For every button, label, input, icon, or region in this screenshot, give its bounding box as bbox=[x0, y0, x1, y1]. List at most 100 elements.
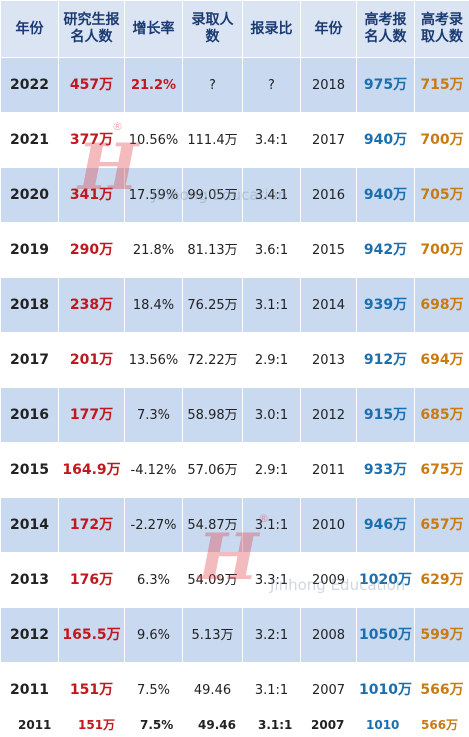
cell-gaokao-admitted: 599万 bbox=[414, 607, 469, 663]
cell-ratio: ? bbox=[242, 57, 301, 113]
cell-ratio: 3.3:1 bbox=[242, 552, 301, 608]
cell-ratio: 3.6:1 bbox=[242, 222, 301, 278]
cell-grad-applicants: 457万 bbox=[58, 57, 125, 113]
cell-grad-applicants: 201万 bbox=[58, 332, 125, 388]
cell-grad-applicants: 176万 bbox=[58, 552, 125, 608]
cell-gaokao-admitted: 685万 bbox=[414, 387, 469, 443]
cell-grad-applicants: 151万 bbox=[58, 662, 125, 718]
table-row: 2019 290万 21.8% 81.13万 3.6:1 2015 942万 700万 bbox=[0, 222, 469, 278]
cell-admitted: 76.25万 bbox=[182, 277, 243, 333]
table-row: 2011 151万 7.5% 49.46 3.1:1 2007 1010万 566万 bbox=[0, 662, 469, 718]
watermark-registered: ® bbox=[112, 120, 123, 133]
cell-growth-rate: 18.4% bbox=[124, 277, 183, 333]
header-gaokao-applicants: 高考报名人数 bbox=[356, 0, 415, 58]
cell-gaokao-admitted: 629万 bbox=[414, 552, 469, 608]
cell-year-2: 2015 bbox=[300, 222, 357, 278]
cell-year: 2014 bbox=[0, 497, 59, 553]
cell-year: 2018 bbox=[0, 277, 59, 333]
header-ratio: 报录比 bbox=[242, 0, 301, 58]
cell-gaokao-admitted: 698万 bbox=[414, 277, 469, 333]
cell-year-2: 2017 bbox=[300, 112, 357, 168]
cell-admitted: 54.09万 bbox=[182, 552, 243, 608]
cell-ratio: 3.1:1 bbox=[242, 277, 301, 333]
header-gaokao-admitted: 高考录取人数 bbox=[414, 0, 469, 58]
header-row: 年份 研究生报名人数 增长率 录取人数 报录比 年份 高考报名人数 高考录取人数 bbox=[0, 0, 469, 58]
cell-year-2: 2012 bbox=[300, 387, 357, 443]
cell-grad-applicants: 177万 bbox=[58, 387, 125, 443]
table-row: 2014 172万 -2.27% 54.87万 3.1:1 2010 946万 657万 bbox=[0, 497, 469, 553]
cell-admitted: 111.4万 bbox=[182, 112, 243, 168]
cell-year: 2011 bbox=[0, 662, 59, 718]
cell-ratio: 3.0:1 bbox=[242, 387, 301, 443]
cell-ratio: 2.9:1 bbox=[242, 442, 301, 498]
watermark-logo: H bbox=[78, 130, 139, 205]
watermark-logo-2: H bbox=[198, 520, 259, 595]
header-admitted: 录取人数 bbox=[182, 0, 243, 58]
table-row: 2017 201万 13.56% 72.22万 2.9:1 2013 912万 694万 bbox=[0, 332, 469, 388]
cell-ratio: 3.4:1 bbox=[242, 167, 301, 223]
cell-admitted: 49.46 bbox=[182, 662, 243, 718]
cell-growth-rate: 7.3% bbox=[124, 387, 183, 443]
cropped-next-row: 2011 151万 7.5% 49.46 3.1:1 2007 1010 566… bbox=[0, 719, 469, 737]
data-table: 年份 研究生报名人数 增长率 录取人数 报录比 年份 高考报名人数 高考录取人数… bbox=[0, 0, 469, 718]
cell-gaokao-applicants: 975万 bbox=[356, 57, 415, 113]
cell-gaokao-admitted: 675万 bbox=[414, 442, 469, 498]
header-growth-rate: 增长率 bbox=[124, 0, 183, 58]
cell-ratio: 3.1:1 bbox=[242, 497, 301, 553]
cell-admitted: 81.13万 bbox=[182, 222, 243, 278]
cell-year-2: 2007 bbox=[300, 662, 357, 718]
cell-grad-applicants: 290万 bbox=[58, 222, 125, 278]
cell-gaokao-applicants: 912万 bbox=[356, 332, 415, 388]
table-row: 2018 238万 18.4% 76.25万 3.1:1 2014 939万 698万 bbox=[0, 277, 469, 333]
cell-gaokao-admitted: 700万 bbox=[414, 112, 469, 168]
cell-gaokao-admitted: 657万 bbox=[414, 497, 469, 553]
watermark-registered-2: ® bbox=[258, 512, 269, 525]
cell-year: 2016 bbox=[0, 387, 59, 443]
cell-gaokao-admitted: 566万 bbox=[414, 662, 469, 718]
cell-ratio: 2.9:1 bbox=[242, 332, 301, 388]
cell-year: 2020 bbox=[0, 167, 59, 223]
cell-gaokao-admitted: 715万 bbox=[414, 57, 469, 113]
cell-admitted: 57.06万 bbox=[182, 442, 243, 498]
cell-grad-applicants: 238万 bbox=[58, 277, 125, 333]
cell-year-2: 2008 bbox=[300, 607, 357, 663]
watermark-text: Jinhong Education bbox=[152, 186, 288, 204]
cell-gaokao-applicants: 942万 bbox=[356, 222, 415, 278]
cell-grad-applicants: 172万 bbox=[58, 497, 125, 553]
cell-gaokao-admitted: 700万 bbox=[414, 222, 469, 278]
cell-gaokao-applicants: 933万 bbox=[356, 442, 415, 498]
cell-gaokao-applicants: 939万 bbox=[356, 277, 415, 333]
cell-year-2: 2018 bbox=[300, 57, 357, 113]
cell-growth-rate: 6.3% bbox=[124, 552, 183, 608]
table-row: 2021 377万 10.56% 111.4万 3.4:1 2017 940万 700万 bbox=[0, 112, 469, 168]
cell-growth-rate: 7.5% bbox=[124, 662, 183, 718]
cell-admitted: 72.22万 bbox=[182, 332, 243, 388]
cell-year-2: 2011 bbox=[300, 442, 357, 498]
cell-growth-rate: -4.12% bbox=[124, 442, 183, 498]
cell-year-2: 2009 bbox=[300, 552, 357, 608]
cell-gaokao-admitted: 694万 bbox=[414, 332, 469, 388]
cell-gaokao-applicants: 915万 bbox=[356, 387, 415, 443]
cell-admitted: 58.98万 bbox=[182, 387, 243, 443]
cell-growth-rate: 9.6% bbox=[124, 607, 183, 663]
cell-ratio: 3.1:1 bbox=[242, 662, 301, 718]
header-grad-applicants: 研究生报名人数 bbox=[58, 0, 125, 58]
cell-year: 2013 bbox=[0, 552, 59, 608]
cell-gaokao-admitted: 705万 bbox=[414, 167, 469, 223]
cell-gaokao-applicants: 1020万 bbox=[356, 552, 415, 608]
cell-year-2: 2016 bbox=[300, 167, 357, 223]
cell-year: 2017 bbox=[0, 332, 59, 388]
cell-growth-rate: 21.8% bbox=[124, 222, 183, 278]
cell-gaokao-applicants: 1050万 bbox=[356, 607, 415, 663]
cell-gaokao-applicants: 940万 bbox=[356, 112, 415, 168]
cell-growth-rate: 13.56% bbox=[124, 332, 183, 388]
cell-growth-rate: 21.2% bbox=[124, 57, 183, 113]
cell-grad-applicants: 165.5万 bbox=[58, 607, 125, 663]
watermark-text-2: Jinhong Education bbox=[270, 576, 406, 594]
cell-ratio: 3.2:1 bbox=[242, 607, 301, 663]
cell-growth-rate: 17.59% bbox=[124, 167, 183, 223]
cell-admitted: 5.13万 bbox=[182, 607, 243, 663]
cell-grad-applicants: 164.9万 bbox=[58, 442, 125, 498]
cell-admitted: 99.05万 bbox=[182, 167, 243, 223]
cell-admitted: ? bbox=[182, 57, 243, 113]
